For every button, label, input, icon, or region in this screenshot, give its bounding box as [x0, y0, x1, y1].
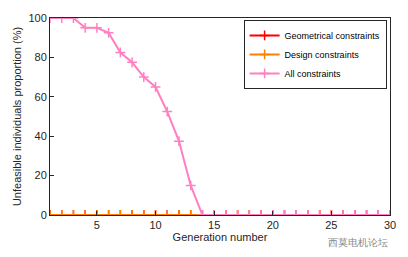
svg-text:15: 15 [208, 219, 220, 231]
svg-text:20: 20 [35, 169, 47, 181]
svg-text:Design constraints: Design constraints [285, 50, 360, 60]
svg-text:Geometrical constraints: Geometrical constraints [285, 31, 380, 41]
svg-text:80: 80 [35, 51, 47, 63]
svg-text:25: 25 [325, 219, 337, 231]
svg-text:30: 30 [384, 219, 396, 231]
svg-text:5: 5 [94, 219, 100, 231]
svg-text:40: 40 [35, 130, 47, 142]
svg-text:60: 60 [35, 91, 47, 103]
svg-text:Unfeasible individuals proport: Unfeasible individuals proportion (%) [11, 27, 23, 206]
svg-text:西莫电机论坛: 西莫电机论坛 [328, 237, 388, 248]
svg-text:Generation number: Generation number [173, 231, 268, 243]
svg-text:All constraints: All constraints [285, 69, 342, 79]
svg-text:0: 0 [41, 209, 47, 221]
svg-text:10: 10 [149, 219, 161, 231]
svg-text:20: 20 [267, 219, 279, 231]
svg-text:100: 100 [28, 12, 46, 24]
